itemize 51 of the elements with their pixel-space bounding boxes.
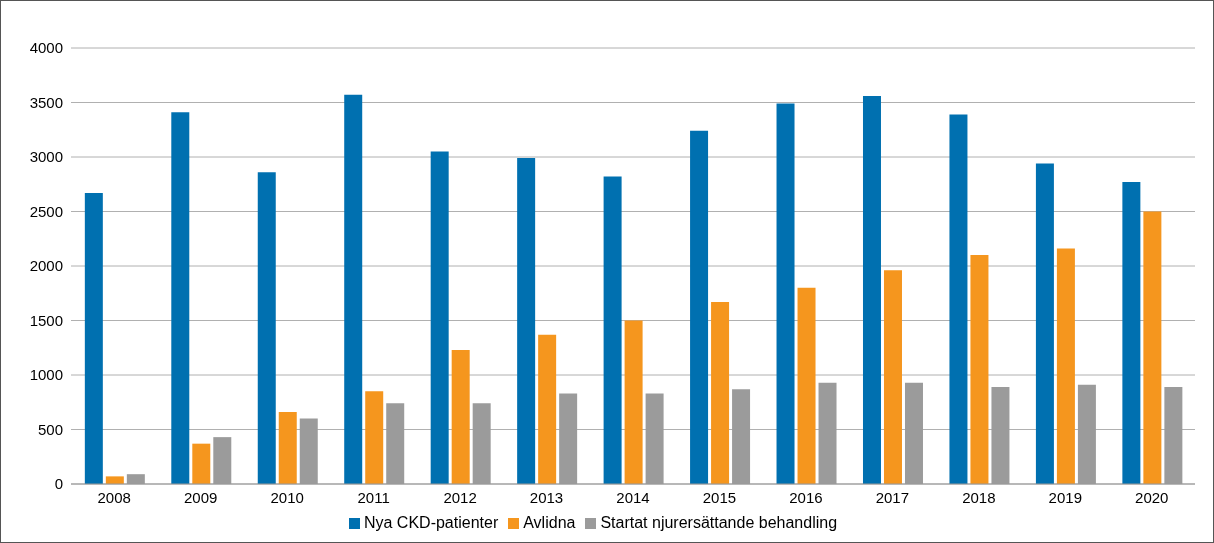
x-tick-label: 2015 xyxy=(702,488,737,506)
x-tick-label: 2017 xyxy=(875,488,910,506)
bar xyxy=(171,112,190,484)
y-tick-label: 1500 xyxy=(29,311,63,329)
x-tick-label: 2009 xyxy=(184,488,218,506)
y-tick-label: 0 xyxy=(54,475,63,493)
bar xyxy=(1035,163,1054,484)
y-tick-label: 500 xyxy=(37,420,63,438)
bar xyxy=(344,94,363,484)
x-tick-label: 2014 xyxy=(616,488,650,506)
bar xyxy=(883,270,902,484)
bar xyxy=(603,176,622,484)
bar xyxy=(1143,211,1162,484)
legend-label: Avlidna xyxy=(523,514,576,531)
bar xyxy=(1056,248,1075,484)
bar xyxy=(1122,182,1141,484)
bar xyxy=(84,192,103,484)
bar xyxy=(711,301,730,484)
bar xyxy=(624,320,643,484)
bar xyxy=(797,287,816,484)
y-tick-label: 2000 xyxy=(29,257,63,275)
x-tick-label: 2016 xyxy=(789,488,823,506)
x-tick-label: 2019 xyxy=(1048,488,1082,506)
bar xyxy=(257,172,276,484)
bar xyxy=(105,476,124,484)
bar xyxy=(192,443,211,484)
bar xyxy=(365,391,384,484)
x-tick-label: 2010 xyxy=(270,488,304,506)
bar xyxy=(451,349,470,484)
legend-label: Startat njurersättande behandling xyxy=(600,514,838,531)
y-tick-label: 2500 xyxy=(29,202,63,220)
x-tick-label: 2013 xyxy=(529,488,564,506)
y-tick-label: 1000 xyxy=(29,366,63,384)
legend-label: Nya CKD-patienter xyxy=(363,514,499,531)
bar xyxy=(949,114,968,484)
y-tick-label: 3000 xyxy=(29,148,63,166)
x-tick-label: 2011 xyxy=(357,488,390,506)
bar xyxy=(517,158,536,484)
x-tick-label: 2012 xyxy=(443,488,477,506)
bar xyxy=(690,130,709,484)
bar xyxy=(970,255,989,484)
y-tick-label: 4000 xyxy=(29,39,63,57)
bar xyxy=(538,334,557,484)
y-tick-label: 3500 xyxy=(29,93,63,111)
bar xyxy=(430,151,449,484)
bar xyxy=(862,95,881,484)
bar xyxy=(278,412,297,484)
bar xyxy=(776,103,795,484)
x-tick-label: 2008 xyxy=(97,488,131,506)
x-tick-label: 2020 xyxy=(1135,488,1169,506)
x-tick-label: 2018 xyxy=(962,488,996,506)
